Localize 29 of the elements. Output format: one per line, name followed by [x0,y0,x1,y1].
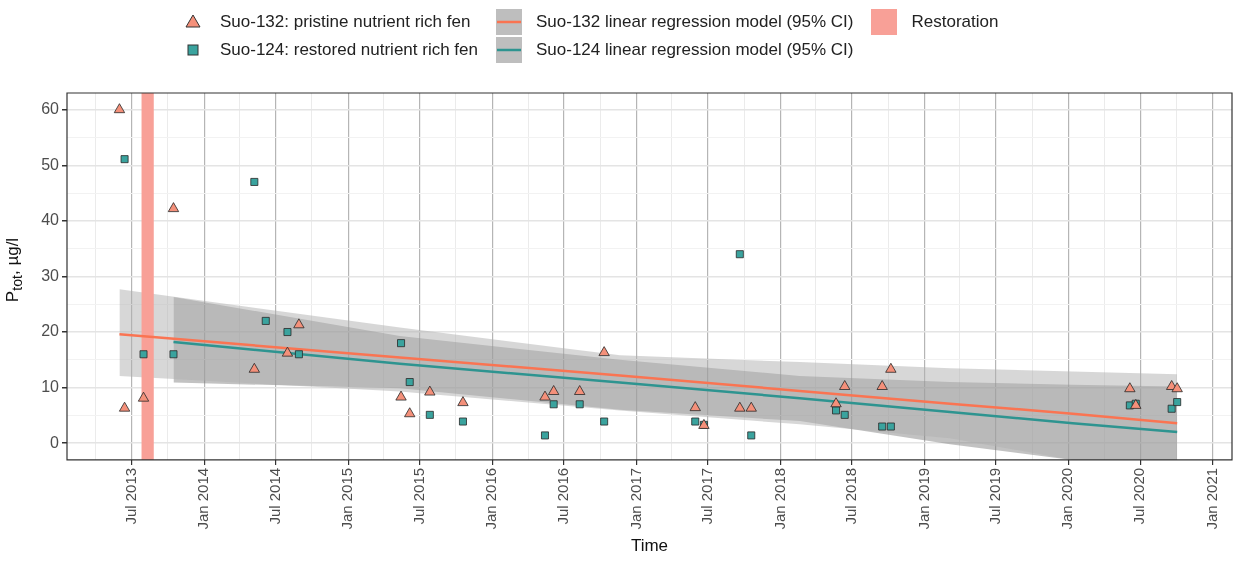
y-tick-label: 0 [50,433,60,451]
x-tick-label: Jul 2019 [985,467,1003,525]
x-axis-title: Time [630,536,669,556]
x-tick-label: Jul 2017 [698,467,716,525]
legend-label: Suo-132 linear regression model (95% CI) [535,12,854,32]
y-tick-label: 60 [41,100,60,118]
legend-label: Suo-132: pristine nutrient rich fen [220,12,471,32]
y-tick-label: 50 [41,155,60,173]
x-tick-label: Jul 2015 [409,467,427,525]
x-tick-label: Jan 2018 [770,467,788,530]
y-tick-label: 40 [41,211,60,229]
x-tick-label: Jan 2020 [1058,467,1076,530]
x-tick-label: Jul 2018 [841,467,859,525]
x-tick-label: Jan 2021 [1202,467,1220,530]
x-tick-label: Jan 2019 [914,467,932,530]
legend-label: Restoration [911,12,999,32]
y-tick-label: 10 [41,378,60,396]
legend-label: Suo-124 linear regression model (95% CI) [535,40,854,60]
x-tick-label: Jul 2014 [265,467,283,525]
x-tick-label: Jan 2017 [626,467,644,530]
x-tick-label: Jan 2015 [338,467,356,530]
y-tick-label: 20 [41,322,60,340]
x-tick-label: Jul 2016 [554,467,572,525]
x-tick-label: Jan 2016 [482,467,500,530]
legend-label: Suo-124: restored nutrient rich fen [220,40,478,60]
x-tick-label: Jan 2014 [194,467,212,530]
x-tick-label: Jul 2020 [1130,467,1148,525]
x-tick-label: Jul 2013 [121,467,139,525]
y-tick-label: 30 [41,266,60,284]
